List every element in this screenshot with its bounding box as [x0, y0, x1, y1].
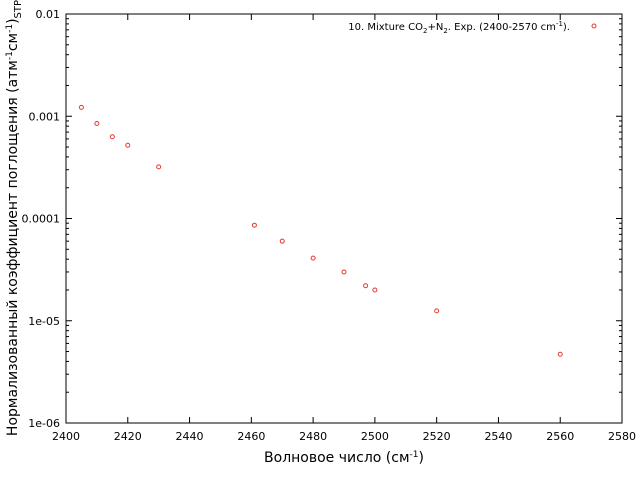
legend-label: 10. Mixture CO2+N2. Exp. (2400-2570 cm-1… — [348, 20, 570, 35]
data-points — [78, 104, 563, 357]
data-point — [434, 308, 440, 314]
data-point — [341, 269, 347, 275]
data-point — [156, 164, 162, 170]
data-point — [557, 351, 563, 357]
legend-marker — [591, 23, 597, 29]
data-point — [251, 222, 257, 228]
x-tick-label: 2460 — [237, 430, 265, 443]
x-axis-ticks: 2400 2420 2440 2460 2480 2500 2520 2540 2560 2580 — [52, 14, 636, 443]
plot-frame — [65, 13, 623, 424]
data-point — [94, 120, 100, 126]
data-point — [279, 238, 285, 244]
y-axis-label: Нормализованный коэффициент поглощения (… — [5, 0, 24, 436]
x-tick-label: 2420 — [114, 430, 142, 443]
x-tick-label: 2440 — [176, 430, 204, 443]
data-point — [78, 104, 84, 110]
x-tick-label: 2400 — [52, 430, 80, 443]
y-tick-label: 0.0001 — [22, 213, 61, 226]
y-tick-label: 0.001 — [29, 110, 61, 123]
x-tick-label: 2580 — [608, 430, 636, 443]
y-axis-ticks: 1e-06 1e-05 0.0001 0.001 0.01 — [22, 8, 622, 430]
y-tick-label: 0.01 — [36, 8, 61, 21]
x-tick-label: 2480 — [299, 430, 327, 443]
x-tick-label: 2540 — [484, 430, 512, 443]
data-point — [109, 134, 115, 140]
y-tick-label: 1e-06 — [28, 417, 60, 430]
x-axis-label: Волновое число (см-1) — [264, 450, 424, 466]
legend: 10. Mixture CO2+N2. Exp. (2400-2570 cm-1… — [348, 20, 597, 35]
x-tick-label: 2500 — [361, 430, 389, 443]
x-tick-label: 2560 — [546, 430, 574, 443]
data-point — [310, 255, 316, 261]
x-tick-label: 2520 — [423, 430, 451, 443]
data-point — [125, 142, 131, 148]
y-tick-label: 1e-05 — [28, 315, 60, 328]
data-point — [372, 287, 378, 293]
data-point — [363, 283, 369, 289]
